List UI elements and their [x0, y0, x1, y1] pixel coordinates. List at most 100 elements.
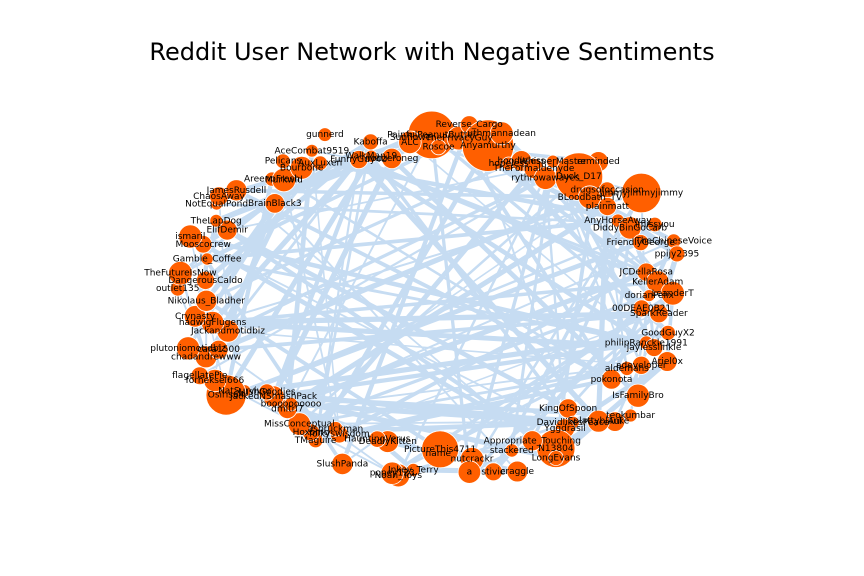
user-node[interactable] — [597, 196, 617, 216]
user-node[interactable] — [644, 338, 664, 357]
node-label: Splattyblanke — [568, 417, 630, 427]
edge — [270, 155, 395, 399]
user-node[interactable] — [275, 153, 291, 170]
edge — [457, 136, 614, 382]
node-label: MissConceptual — [264, 420, 335, 430]
user-node[interactable] — [632, 234, 650, 252]
edge — [234, 188, 614, 382]
user-node[interactable] — [312, 155, 328, 171]
user-node[interactable] — [619, 360, 635, 376]
edge — [225, 201, 277, 334]
node-label: craggle — [500, 467, 534, 477]
user-node[interactable] — [258, 383, 276, 401]
user-node[interactable] — [430, 139, 447, 156]
node-label: NotEqualPond — [185, 200, 248, 210]
user-node[interactable] — [331, 452, 354, 475]
node-label: Yggdrasil — [543, 424, 586, 434]
node-label: Jimmyjimmyjimmy — [599, 189, 684, 199]
node-label: NatSurvivor — [218, 386, 272, 396]
user-node[interactable] — [546, 154, 560, 169]
user-node[interactable] — [264, 193, 286, 214]
user-node[interactable] — [305, 144, 319, 158]
node-label: DiddyBinGoCarb — [593, 223, 668, 233]
node-label: hoodieless — [497, 156, 545, 166]
user-node[interactable] — [168, 260, 193, 286]
user-node[interactable] — [642, 289, 656, 303]
user-node[interactable] — [327, 421, 344, 437]
node-label: JackedNSmashPack — [229, 392, 318, 402]
node-label: JCDellaRosa — [619, 268, 673, 278]
node-label: Nikolaus_Bladher — [168, 296, 246, 306]
user-node[interactable] — [195, 289, 218, 312]
user-node[interactable] — [368, 430, 387, 448]
user-node[interactable] — [668, 245, 686, 263]
edge — [510, 160, 555, 452]
edge — [215, 202, 657, 226]
node-label: WalkMan19 — [345, 152, 397, 162]
node-label: Bourbone — [280, 163, 324, 173]
user-node[interactable] — [626, 383, 651, 408]
user-node[interactable] — [587, 409, 610, 433]
user-node[interactable] — [649, 303, 669, 324]
user-node[interactable] — [457, 460, 482, 484]
user-node[interactable] — [656, 351, 678, 372]
node-label: N13804 — [538, 444, 574, 454]
user-node[interactable] — [601, 368, 622, 390]
node-label: uthmannadean — [467, 129, 536, 139]
node-label: BLoodbath_TV — [558, 193, 623, 203]
user-node[interactable] — [317, 127, 333, 142]
node-label: BrainBlack3 — [248, 199, 302, 209]
node-label: PainfulPeanutButter — [387, 130, 477, 140]
user-node[interactable] — [548, 450, 564, 467]
user-node[interactable] — [225, 179, 248, 202]
user-node[interactable] — [190, 366, 210, 386]
node-label: AreenoFresh — [244, 175, 300, 185]
node-label: LeanderT — [652, 289, 695, 299]
edge — [356, 156, 602, 424]
node-label: cara1500 — [197, 345, 240, 355]
user-node[interactable] — [200, 252, 214, 266]
user-node[interactable] — [209, 214, 224, 228]
user-node[interactable] — [421, 430, 460, 469]
user-node[interactable] — [380, 461, 404, 485]
user-node[interactable] — [216, 219, 238, 241]
node-label: reminded — [577, 157, 620, 167]
node-label: stackered — [490, 446, 534, 456]
user-node[interactable] — [632, 299, 651, 318]
user-node[interactable] — [178, 224, 203, 249]
node-label: Pelicans — [265, 157, 302, 167]
user-node[interactable] — [504, 443, 519, 458]
user-node[interactable] — [506, 460, 529, 483]
user-node[interactable] — [208, 339, 229, 360]
user-node[interactable] — [183, 305, 207, 328]
node-label: 00DEAE0B21 — [612, 304, 671, 314]
node-label: Duck_D17 — [556, 172, 602, 182]
node-label: Sunflower — [390, 133, 435, 143]
user-node[interactable] — [660, 324, 676, 341]
user-node[interactable] — [398, 130, 422, 155]
user-node[interactable] — [195, 270, 215, 290]
node-label: chadandrewww — [171, 352, 241, 362]
node-label: imissyou — [635, 220, 675, 230]
node-label: AnyHorseAway — [584, 216, 652, 226]
user-node[interactable] — [483, 462, 503, 482]
user-node[interactable] — [647, 216, 663, 233]
edge — [530, 226, 632, 443]
user-node[interactable] — [176, 336, 201, 361]
user-node[interactable] — [621, 172, 662, 214]
user-node[interactable] — [577, 185, 602, 210]
user-node[interactable] — [381, 147, 403, 169]
user-node[interactable] — [287, 412, 312, 436]
user-node[interactable] — [283, 397, 299, 412]
user-node[interactable] — [362, 133, 380, 151]
user-node[interactable] — [623, 408, 638, 423]
user-node[interactable] — [289, 156, 314, 180]
user-node[interactable] — [521, 430, 543, 452]
user-node[interactable] — [618, 216, 642, 240]
node-label: DeadlyKitten — [359, 437, 417, 447]
node-label: TheFutureIsNow — [143, 269, 216, 279]
node-label: LongEvans — [532, 454, 581, 464]
user-node[interactable] — [489, 121, 514, 146]
user-node[interactable] — [660, 281, 685, 306]
node-label: nutcrackr — [451, 455, 494, 465]
